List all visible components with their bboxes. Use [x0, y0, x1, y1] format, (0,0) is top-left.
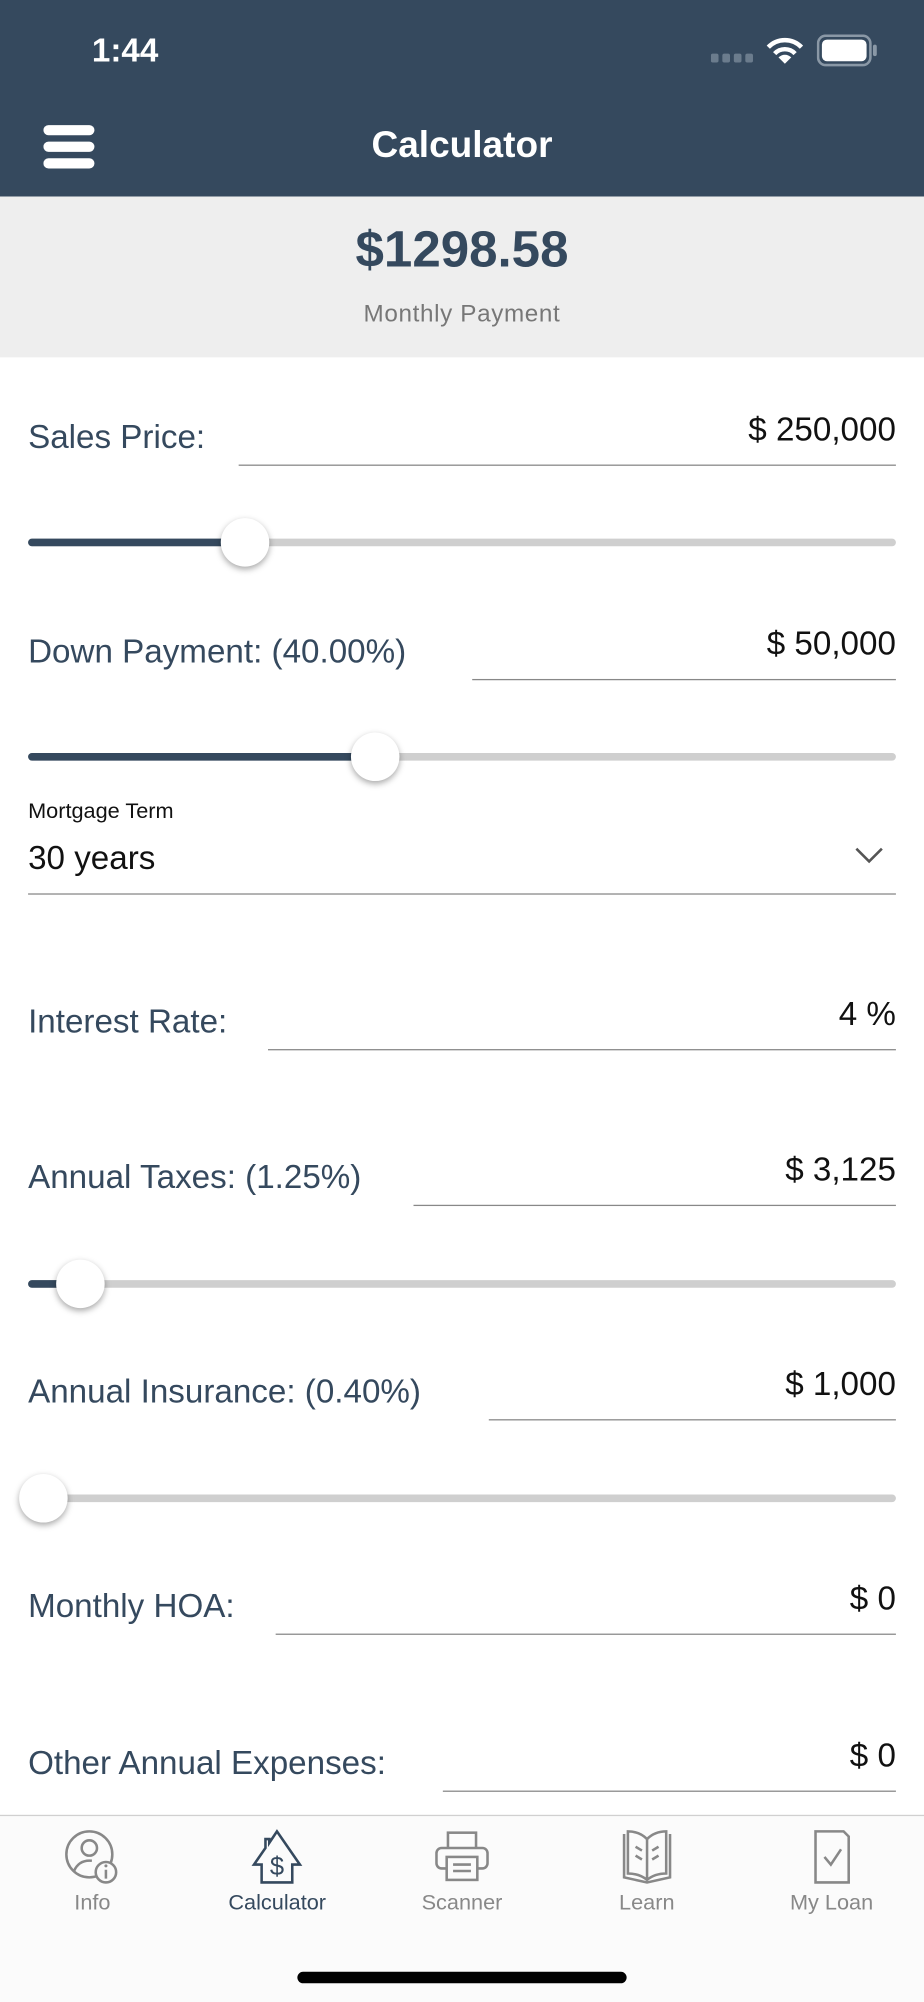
down-payment-underline — [472, 678, 896, 681]
chevron-down-icon[interactable] — [854, 846, 885, 864]
slider-thumb[interactable] — [55, 1259, 105, 1309]
monthly-hoa-underline — [275, 1633, 896, 1635]
annual-insurance-slider[interactable] — [19, 1474, 896, 1523]
tab-bar: Info $ Calculator Scanner — [0, 1814, 924, 2002]
slider-thumb[interactable] — [19, 1474, 68, 1523]
slider-fill — [28, 1280, 81, 1288]
slider-thumb[interactable] — [350, 732, 400, 782]
interest-rate-underline — [268, 1049, 896, 1051]
mortgage-term-label: Mortgage Term — [28, 798, 174, 824]
interest-rate-label: Interest Rate: — [28, 1001, 228, 1041]
other-expenses-underline — [442, 1790, 896, 1792]
monthly-hoa-input[interactable]: $ 0 — [849, 1578, 896, 1617]
monthly-payment-amount: $1298.58 — [355, 222, 569, 279]
annual-taxes-label: Annual Taxes: (1.25%) — [28, 1157, 362, 1196]
status-time: 1:44 — [91, 30, 159, 69]
header: 1:44 Calculator — [0, 0, 924, 197]
slider-fill — [28, 538, 246, 547]
annual-taxes-underline — [413, 1204, 896, 1207]
interest-rate-input[interactable]: 4 % — [838, 994, 896, 1033]
down-payment-label: Down Payment: (40.00%) — [28, 631, 407, 671]
annual-insurance-input[interactable]: $ 1,000 — [785, 1364, 896, 1403]
tab-label: Calculator — [228, 1890, 327, 1915]
annual-insurance-label: Annual Insurance: (0.40%) — [28, 1371, 421, 1411]
wifi-icon — [766, 37, 804, 64]
tab-scanner[interactable]: Scanner — [370, 1829, 555, 1916]
down-payment-slider[interactable] — [28, 732, 896, 782]
other-expenses-label: Other Annual Expenses: — [28, 1743, 386, 1782]
down-payment-input[interactable]: $ 50,000 — [766, 624, 896, 663]
tab-label: Scanner — [421, 1890, 503, 1915]
monthly-payment-label: Monthly Payment — [363, 301, 561, 328]
payment-summary: $1298.58 Monthly Payment — [0, 196, 924, 358]
book-icon — [622, 1830, 672, 1884]
home-indicator[interactable] — [297, 1971, 627, 1984]
tab-label: Info — [74, 1890, 111, 1915]
sales-price-underline — [238, 464, 896, 466]
slider-thumb[interactable] — [220, 518, 270, 567]
battery-icon — [816, 34, 877, 67]
sales-price-input[interactable]: $ 250,000 — [748, 409, 896, 448]
annual-taxes-input[interactable]: $ 3,125 — [785, 1149, 896, 1189]
tab-label: Learn — [619, 1890, 675, 1915]
user-info-icon — [65, 1830, 118, 1884]
tab-my-loan[interactable]: My Loan — [739, 1829, 924, 1916]
document-check-icon — [813, 1830, 850, 1884]
svg-text:$: $ — [270, 1853, 284, 1881]
hamburger-icon[interactable] — [43, 123, 97, 171]
sales-price-slider[interactable] — [28, 518, 896, 567]
house-dollar-icon: $ — [251, 1829, 303, 1884]
page-title: Calculator — [371, 125, 553, 166]
other-expenses-input[interactable]: $ 0 — [849, 1735, 896, 1774]
slider-fill — [28, 752, 376, 761]
tab-learn[interactable]: Learn — [554, 1829, 739, 1916]
mortgage-term-select[interactable]: 30 years — [28, 838, 156, 877]
printer-icon — [435, 1831, 489, 1882]
tab-calculator[interactable]: $ Calculator — [185, 1829, 370, 1916]
tab-label: My Loan — [789, 1890, 874, 1915]
annual-insurance-underline — [488, 1419, 896, 1421]
mortgage-term-underline — [28, 893, 896, 895]
annual-taxes-slider[interactable] — [28, 1259, 896, 1309]
monthly-hoa-label: Monthly HOA: — [28, 1586, 235, 1625]
tab-info[interactable]: Info — [0, 1829, 185, 1916]
sales-price-label: Sales Price: — [28, 417, 206, 456]
signal-icon — [710, 53, 753, 63]
